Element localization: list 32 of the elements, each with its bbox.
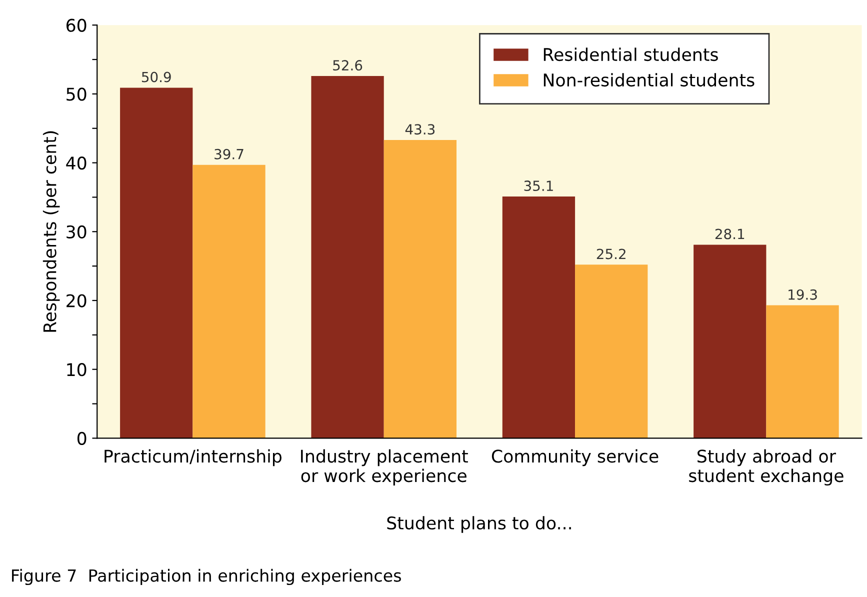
x-tick-label: Study abroad or student exchange — [689, 449, 844, 486]
y-tick-label: 0 — [77, 432, 86, 446]
x-tick-label: Industry placement or work experience — [301, 449, 468, 486]
legend-label: Non-residential students — [544, 73, 754, 87]
data-label: 35.1 — [524, 180, 553, 192]
y-tick-label: 40 — [66, 156, 86, 170]
data-label: 25.2 — [596, 248, 626, 260]
bar — [766, 305, 839, 438]
bar — [384, 140, 457, 438]
data-label: 43.3 — [405, 124, 435, 135]
data-label: 50.9 — [142, 72, 171, 82]
legend-label: Residential students — [544, 48, 718, 62]
y-tick-label: 10 — [67, 363, 86, 376]
y-tick-label: 30 — [66, 225, 86, 238]
x-tick-label: Practicum/internship — [104, 449, 282, 466]
data-label: 52.6 — [333, 60, 362, 71]
data-label: 39.7 — [214, 148, 244, 160]
data-label: 19.3 — [788, 289, 817, 300]
bar — [694, 244, 766, 438]
caption: Figure 7 Participation in enriching experiences — [12, 568, 401, 586]
x-axis-title: Student plans to do... — [387, 516, 571, 533]
y-axis-title: Respondents (per cent) — [42, 131, 60, 332]
bar — [120, 88, 193, 438]
y-tick-label: 20 — [66, 294, 86, 308]
data-label: 28.1 — [715, 228, 744, 240]
bar — [575, 264, 648, 438]
x-tick-label: Community service — [492, 449, 658, 466]
y-tick-label: 60 — [66, 18, 86, 32]
bar — [502, 196, 576, 438]
bar — [311, 76, 384, 438]
y-tick-label: 50 — [66, 88, 86, 101]
bar — [192, 164, 266, 438]
